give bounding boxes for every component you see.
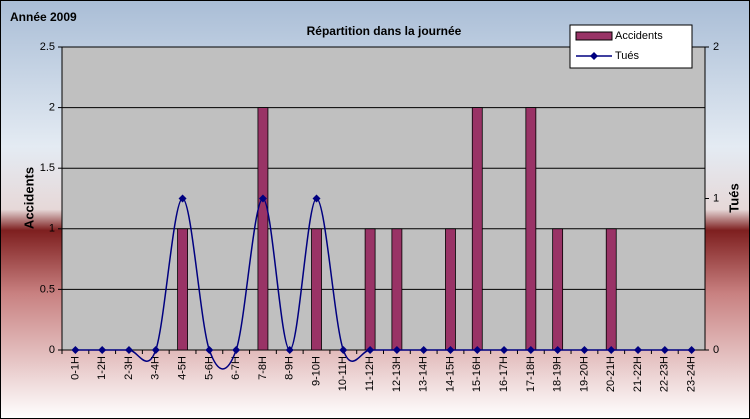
x-tick-label: 16-17H (498, 356, 510, 392)
marker (634, 346, 643, 354)
marker (366, 346, 375, 354)
plot-area (61, 46, 706, 351)
y-tick-label: 2.5 (40, 41, 55, 53)
marker (580, 346, 589, 354)
x-tick-label: 15-16H (471, 356, 483, 392)
x-tick-label: 18-19H (552, 356, 564, 392)
x-tick-label: 1-2H (96, 356, 108, 380)
bar (471, 107, 483, 351)
marker (232, 346, 241, 354)
marker (151, 346, 160, 354)
x-tick-label: 20-21H (605, 356, 617, 392)
marker (473, 346, 482, 354)
x-tick-label: 7-8H (257, 356, 269, 380)
x-tick-label: 14-15H (444, 356, 456, 392)
x-tick-label: 11-12H (364, 356, 376, 391)
marker (526, 346, 535, 354)
y2-tick-label: 0 (713, 344, 719, 356)
marker (607, 346, 616, 354)
x-tick-label: 6-7H (230, 356, 242, 380)
x-tick-label: 8-9H (284, 356, 296, 380)
bar (605, 228, 617, 351)
marker (419, 346, 428, 354)
bar (257, 107, 269, 351)
x-tick-label: 10-11H (337, 356, 349, 391)
bar (391, 228, 403, 351)
bar (445, 228, 456, 351)
annotation: Année 2009 (10, 10, 77, 24)
y-tick-label: 0.5 (40, 283, 55, 295)
marker (98, 346, 107, 354)
bar (177, 228, 188, 351)
y2-tick-label: 1 (713, 192, 719, 204)
marker (339, 346, 348, 354)
legend-key (575, 31, 613, 41)
x-tick-label: 0-1H (69, 356, 81, 380)
marker (124, 346, 133, 354)
marker (258, 194, 267, 203)
marker (687, 346, 696, 354)
y-axis-label: Accidents (21, 167, 36, 229)
x-tick-label: 9-10H (310, 356, 322, 386)
marker (71, 346, 80, 354)
marker (660, 346, 669, 354)
y-tick-label: 0 (49, 344, 55, 356)
y2-axis-label: Tués (726, 183, 741, 212)
x-tick-label: 2-3H (123, 356, 135, 380)
marker (446, 346, 455, 354)
x-tick-label: 19-20H (578, 356, 590, 392)
x-tick-label: 3-4H (150, 356, 162, 380)
chart-title: Répartition dans la journée (307, 24, 462, 38)
legend-marker (590, 52, 598, 60)
x-tick-label: 22-23H (659, 356, 671, 392)
legend-label: Accidents (615, 30, 663, 42)
x-tick-label: 12-13H (391, 356, 403, 392)
legend-label: Tués (615, 50, 640, 62)
x-tick-label: 13-14H (418, 356, 430, 392)
x-tick-label: 17-18H (525, 356, 537, 392)
marker (178, 194, 187, 203)
y-tick-label: 1 (49, 223, 55, 235)
y2-tick-label: 2 (713, 41, 719, 53)
bar (552, 228, 564, 351)
marker (553, 346, 562, 354)
x-tick-label: 4-5H (176, 356, 188, 380)
marker (205, 346, 214, 354)
y-tick-label: 2 (49, 102, 55, 114)
y-tick-label: 1.5 (40, 162, 55, 174)
marker (312, 194, 321, 203)
bar (311, 228, 322, 351)
x-tick-label: 23-24H (686, 356, 698, 392)
x-tick-label: 5-6H (203, 356, 215, 380)
bar (364, 228, 376, 351)
bar (525, 107, 537, 351)
marker (392, 346, 401, 354)
marker (285, 346, 294, 354)
marker (500, 346, 509, 354)
x-tick-label: 21-22H (632, 356, 644, 392)
